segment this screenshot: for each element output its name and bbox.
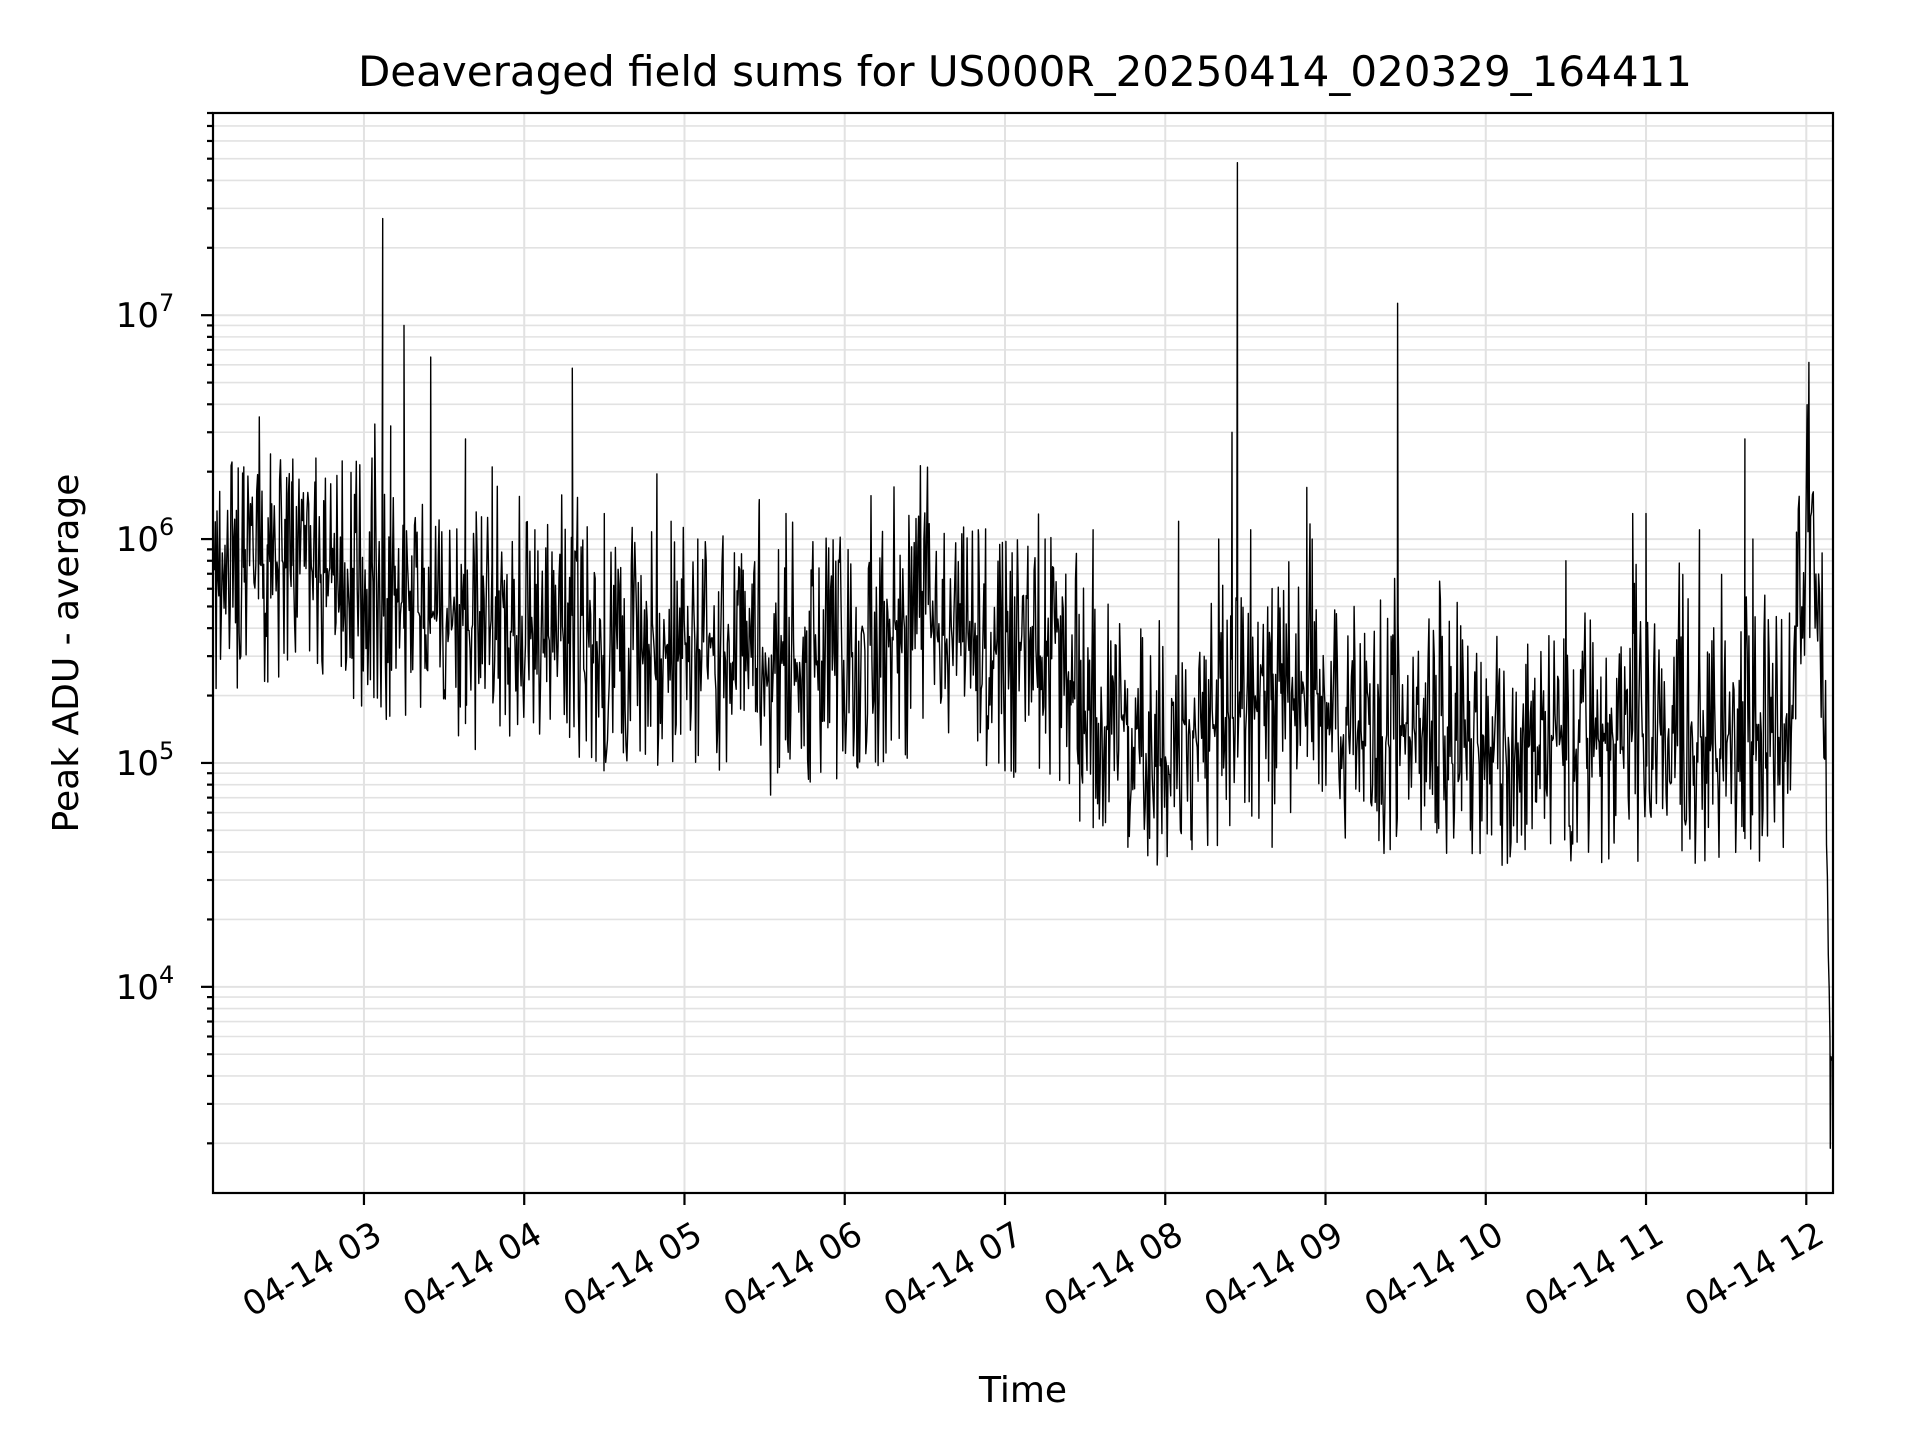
series-layer	[213, 162, 1834, 1149]
y-tick-label: 105	[116, 737, 175, 784]
y-axis-label: Peak ADU - average	[46, 474, 87, 833]
y-tick-label: 107	[116, 289, 175, 336]
series-line	[213, 162, 1834, 1149]
x-axis-label: Time	[978, 1370, 1067, 1411]
y-tick-label: 106	[116, 513, 175, 560]
chart-title: Deaveraged field sums for US000R_2025041…	[358, 47, 1692, 96]
y-axis: 104 105 106 107	[116, 111, 213, 1145]
y-tick-label: 104	[116, 961, 175, 1008]
plot-frame	[211, 111, 1835, 1195]
grid-lines	[213, 112, 1833, 1193]
